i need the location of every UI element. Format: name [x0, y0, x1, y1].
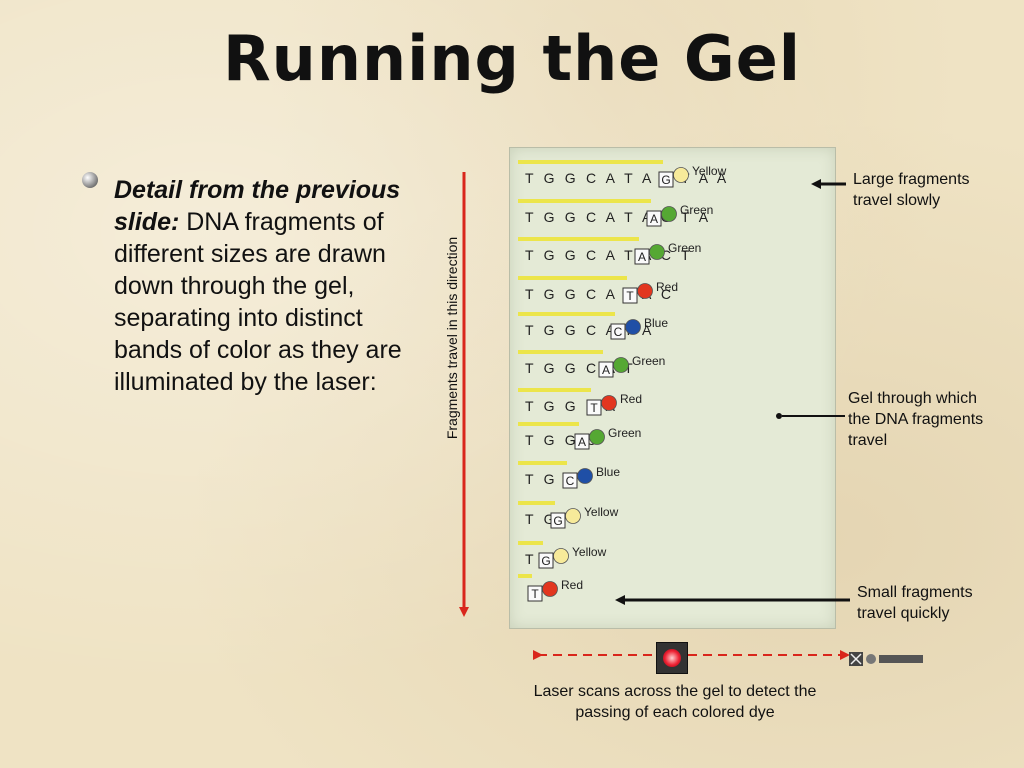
dye-circle: [625, 319, 641, 335]
band-highlight: [518, 388, 591, 392]
terminal-base-box: [538, 552, 554, 569]
terminal-base-letter: G: [553, 514, 562, 528]
terminal-base-box: [622, 287, 638, 304]
dye-label: Yellow: [572, 545, 607, 559]
laser-caption: Laser scans across the gel to detect the…: [533, 683, 817, 721]
dye-circle: [649, 244, 665, 260]
dye-circle: [565, 508, 581, 524]
gel-annotation: Gel through which the DNA fragments trav…: [848, 390, 984, 449]
terminal-base-box: [550, 512, 566, 529]
dye-label: Red: [656, 280, 678, 294]
laser-icon: [656, 642, 688, 674]
terminal-base-letter: C: [614, 325, 623, 339]
band-highlight: [518, 501, 555, 505]
small-logo-icon: [849, 652, 923, 666]
small-fragments-annotation: Small fragments travel quickly: [857, 584, 973, 622]
body-text: DNA fragments of different sizes are dra…: [114, 208, 402, 396]
terminal-base-letter: T: [531, 587, 539, 601]
dye-label: Green: [632, 354, 665, 368]
band-highlight: [518, 422, 579, 426]
band-highlight: [518, 461, 567, 465]
terminal-base-letter: A: [578, 435, 586, 449]
bullet-icon: [82, 172, 98, 188]
dye-circle: [601, 395, 617, 411]
large-fragments-annotation: Large fragments travel slowly: [853, 171, 970, 209]
band-highlight: [518, 574, 532, 578]
dye-label: Green: [668, 241, 701, 255]
terminal-base-box: [527, 585, 543, 602]
body-emphasis: Detail from the previous slide:: [114, 176, 401, 236]
terminal-base-letter: A: [602, 363, 610, 377]
terminal-base-box: [658, 171, 674, 188]
body-paragraph: Detail from the previous slide: DNA frag…: [114, 174, 414, 398]
band-highlight: [518, 160, 663, 164]
terminal-base-box: [634, 248, 650, 265]
dye-label: Red: [561, 578, 583, 592]
dye-circle: [613, 357, 629, 373]
terminal-base-box: [586, 399, 602, 416]
dye-circle: [542, 581, 558, 597]
dye-label: Yellow: [692, 164, 727, 178]
terminal-base-letter: A: [638, 250, 646, 264]
dye-circle: [637, 283, 653, 299]
band-highlight: [518, 312, 615, 316]
terminal-base-letter: C: [566, 474, 575, 488]
band-highlight: [518, 350, 603, 354]
dye-label: Green: [680, 203, 713, 217]
dye-label: Green: [608, 426, 641, 440]
band-highlight: [518, 199, 651, 203]
terminal-base-box: [646, 210, 662, 227]
terminal-base-letter: T: [590, 401, 598, 415]
dye-label: Blue: [644, 316, 668, 330]
band-highlight: [518, 276, 627, 280]
gel-pointer-dot: [776, 413, 782, 419]
dye-circle: [673, 167, 689, 183]
band-sequence: T G: [525, 511, 558, 527]
slide-title: Running the Gel: [222, 22, 802, 95]
dye-circle: [553, 548, 569, 564]
terminal-base-box: [574, 433, 590, 450]
dye-circle: [577, 468, 593, 484]
dye-circle: [661, 206, 677, 222]
terminal-base-box: [562, 472, 578, 489]
dye-label: Red: [620, 392, 642, 406]
band-highlight: [518, 541, 543, 545]
band-highlight: [518, 237, 639, 241]
terminal-base-box: [598, 361, 614, 378]
terminal-base-letter: G: [541, 554, 550, 568]
dye-label: Yellow: [584, 505, 619, 519]
band-sequence: T: [525, 551, 537, 567]
dye-label: Blue: [596, 465, 620, 479]
terminal-base-letter: A: [650, 212, 658, 226]
terminal-base-box: [610, 323, 626, 340]
dye-circle: [589, 429, 605, 445]
terminal-base-letter: G: [661, 173, 670, 187]
terminal-base-letter: T: [626, 289, 634, 303]
